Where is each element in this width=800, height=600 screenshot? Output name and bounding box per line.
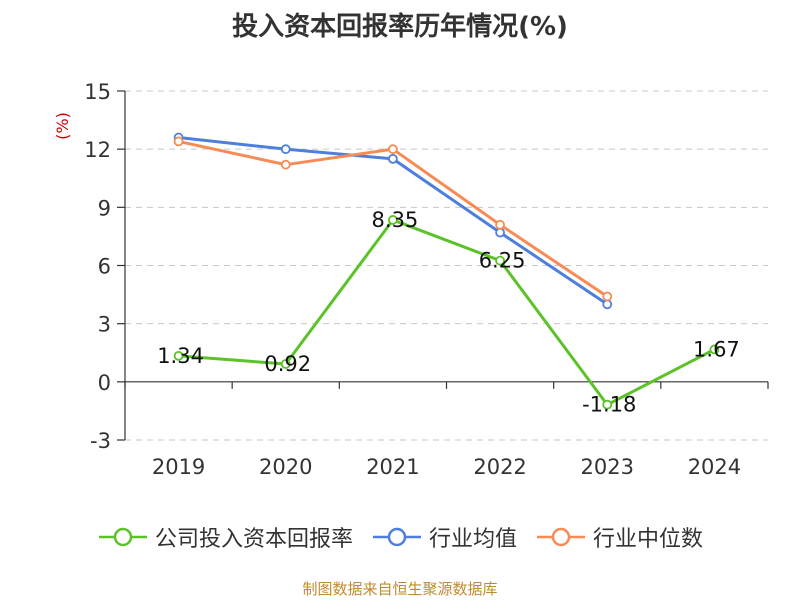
data-point	[602, 299, 613, 310]
data-label: 8.35	[372, 208, 419, 232]
data-label: 0.92	[264, 352, 311, 376]
y-axis-label: (%)	[53, 112, 72, 140]
data-point	[495, 219, 505, 230]
data-label: 1.34	[157, 344, 204, 368]
data-label: -1.18	[582, 393, 636, 417]
legend-marker-icon	[98, 527, 147, 547]
x-tick-label: 2023	[581, 455, 634, 479]
data-point	[388, 153, 398, 164]
series-line	[178, 218, 716, 407]
x-tick-label: 2021	[366, 455, 419, 479]
legend-item: 公司投入资本回报率	[97, 521, 353, 553]
data-point	[173, 350, 184, 361]
data-point	[602, 399, 613, 410]
data-point	[388, 215, 398, 225]
x-tick-label: 2022	[473, 455, 526, 479]
legend-item: 行业中位数	[535, 521, 703, 553]
data-point	[388, 144, 398, 155]
y-tick-label: 15	[84, 80, 111, 104]
data-point	[495, 227, 505, 238]
data-point	[280, 144, 291, 155]
y-tick-label: 12	[84, 138, 111, 162]
legend-marker-icon	[537, 527, 585, 547]
x-tick-label: 2019	[152, 455, 205, 479]
data-point	[280, 159, 291, 170]
data-label: 1.67	[693, 337, 740, 361]
y-tick-label: 0	[98, 371, 111, 395]
chart-title: 投入资本回报率历年情况(%)	[232, 12, 568, 42]
data-point	[495, 255, 505, 266]
legend-label: 行业均值	[428, 527, 517, 552]
legend-item: 行业均值	[371, 521, 517, 553]
y-tick-label: -3	[90, 429, 111, 453]
x-tick-label: 2020	[259, 455, 312, 479]
data-point	[602, 291, 613, 302]
data-point	[709, 344, 720, 355]
y-tick-label: 9	[98, 196, 111, 220]
legend: 公司投入资本回报率 行业均值 行业中位数	[0, 520, 800, 554]
source-note: 制图数据来自恒生聚源数据库	[302, 580, 498, 598]
data-label: 6.25	[479, 249, 526, 273]
y-tick-label: 3	[98, 313, 111, 337]
data-point	[280, 359, 291, 369]
legend-label: 行业中位数	[593, 527, 704, 552]
x-tick-label: 2024	[688, 455, 741, 479]
y-tick-label: 6	[98, 255, 111, 279]
legend-marker-icon	[372, 527, 421, 547]
legend-label: 公司投入资本回报率	[154, 527, 353, 552]
data-point	[173, 136, 184, 147]
